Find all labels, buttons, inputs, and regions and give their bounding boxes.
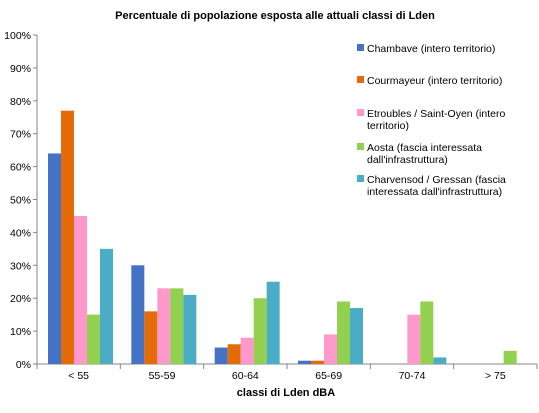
x-tick-label: 55-59 — [149, 370, 176, 382]
y-tick-label: 70% — [10, 129, 31, 141]
x-tick-label: < 55 — [68, 370, 89, 382]
y-tick-label: 80% — [10, 96, 31, 108]
bar — [350, 308, 363, 364]
y-tick-label: 0% — [16, 359, 31, 371]
bar — [214, 347, 228, 364]
y-tick-label: 50% — [10, 195, 31, 207]
y-tick-label: 30% — [10, 260, 31, 272]
bar — [503, 350, 517, 364]
y-tick-label: 20% — [10, 293, 31, 305]
bar — [337, 301, 350, 364]
legend-label: interessata dall'infrastruttura) — [367, 186, 502, 198]
bar — [324, 334, 337, 364]
legend-swatch — [357, 76, 364, 83]
bar — [87, 314, 100, 364]
bar — [311, 360, 324, 364]
legend-swatch — [357, 175, 364, 182]
legend-swatch — [357, 44, 364, 51]
x-axis-title: classi di Lden dBA — [237, 387, 335, 399]
bar — [227, 344, 241, 364]
x-tick-label: 65-69 — [315, 370, 342, 382]
bar — [48, 153, 61, 364]
legend-swatch — [357, 143, 364, 150]
x-tick-label: 70-74 — [399, 370, 426, 382]
bar — [253, 298, 267, 364]
legend-swatch — [357, 109, 364, 116]
bar — [157, 288, 171, 364]
bar — [61, 110, 74, 364]
chart-title: Percentuale di popolazione esposta alle … — [115, 10, 435, 22]
bar — [144, 311, 158, 364]
bar — [266, 281, 280, 364]
y-tick-label: 40% — [10, 227, 31, 239]
legend-label: dall'infrastruttura) — [367, 154, 448, 166]
legend-label: Aosta (fascia interessata — [367, 142, 482, 154]
y-tick-label: 100% — [4, 30, 31, 42]
bar — [240, 337, 254, 364]
bar — [433, 357, 447, 364]
y-tick-label: 90% — [10, 63, 31, 75]
bar — [420, 301, 434, 364]
bar — [100, 248, 113, 364]
plot-area: 0% 10% 20% 30% 40% 50% 60% 70% 80% 90% 100% < 55 55-… — [4, 30, 538, 382]
y-tick-label: 60% — [10, 162, 31, 174]
bar — [74, 215, 87, 364]
bar — [298, 360, 311, 364]
legend-label: territorio) — [367, 120, 409, 132]
bar — [170, 288, 184, 364]
bar — [183, 294, 197, 364]
x-tick-label: 60-64 — [232, 370, 259, 382]
bar — [407, 314, 421, 364]
legend-label: Chambave (intero territorio) — [367, 43, 495, 55]
legend-label: Charvensod / Gressan (fascia — [367, 174, 506, 186]
legend-label: Courmayeur (intero territorio) — [367, 75, 502, 87]
x-tick-label: > 75 — [485, 370, 506, 382]
legend: Chambave (intero territorio) Courmayeur (… — [357, 43, 506, 198]
y-tick-label: 10% — [10, 326, 31, 338]
legend-label: Etroubles / Saint-Oyen (intero — [367, 108, 505, 120]
bar — [131, 265, 145, 364]
